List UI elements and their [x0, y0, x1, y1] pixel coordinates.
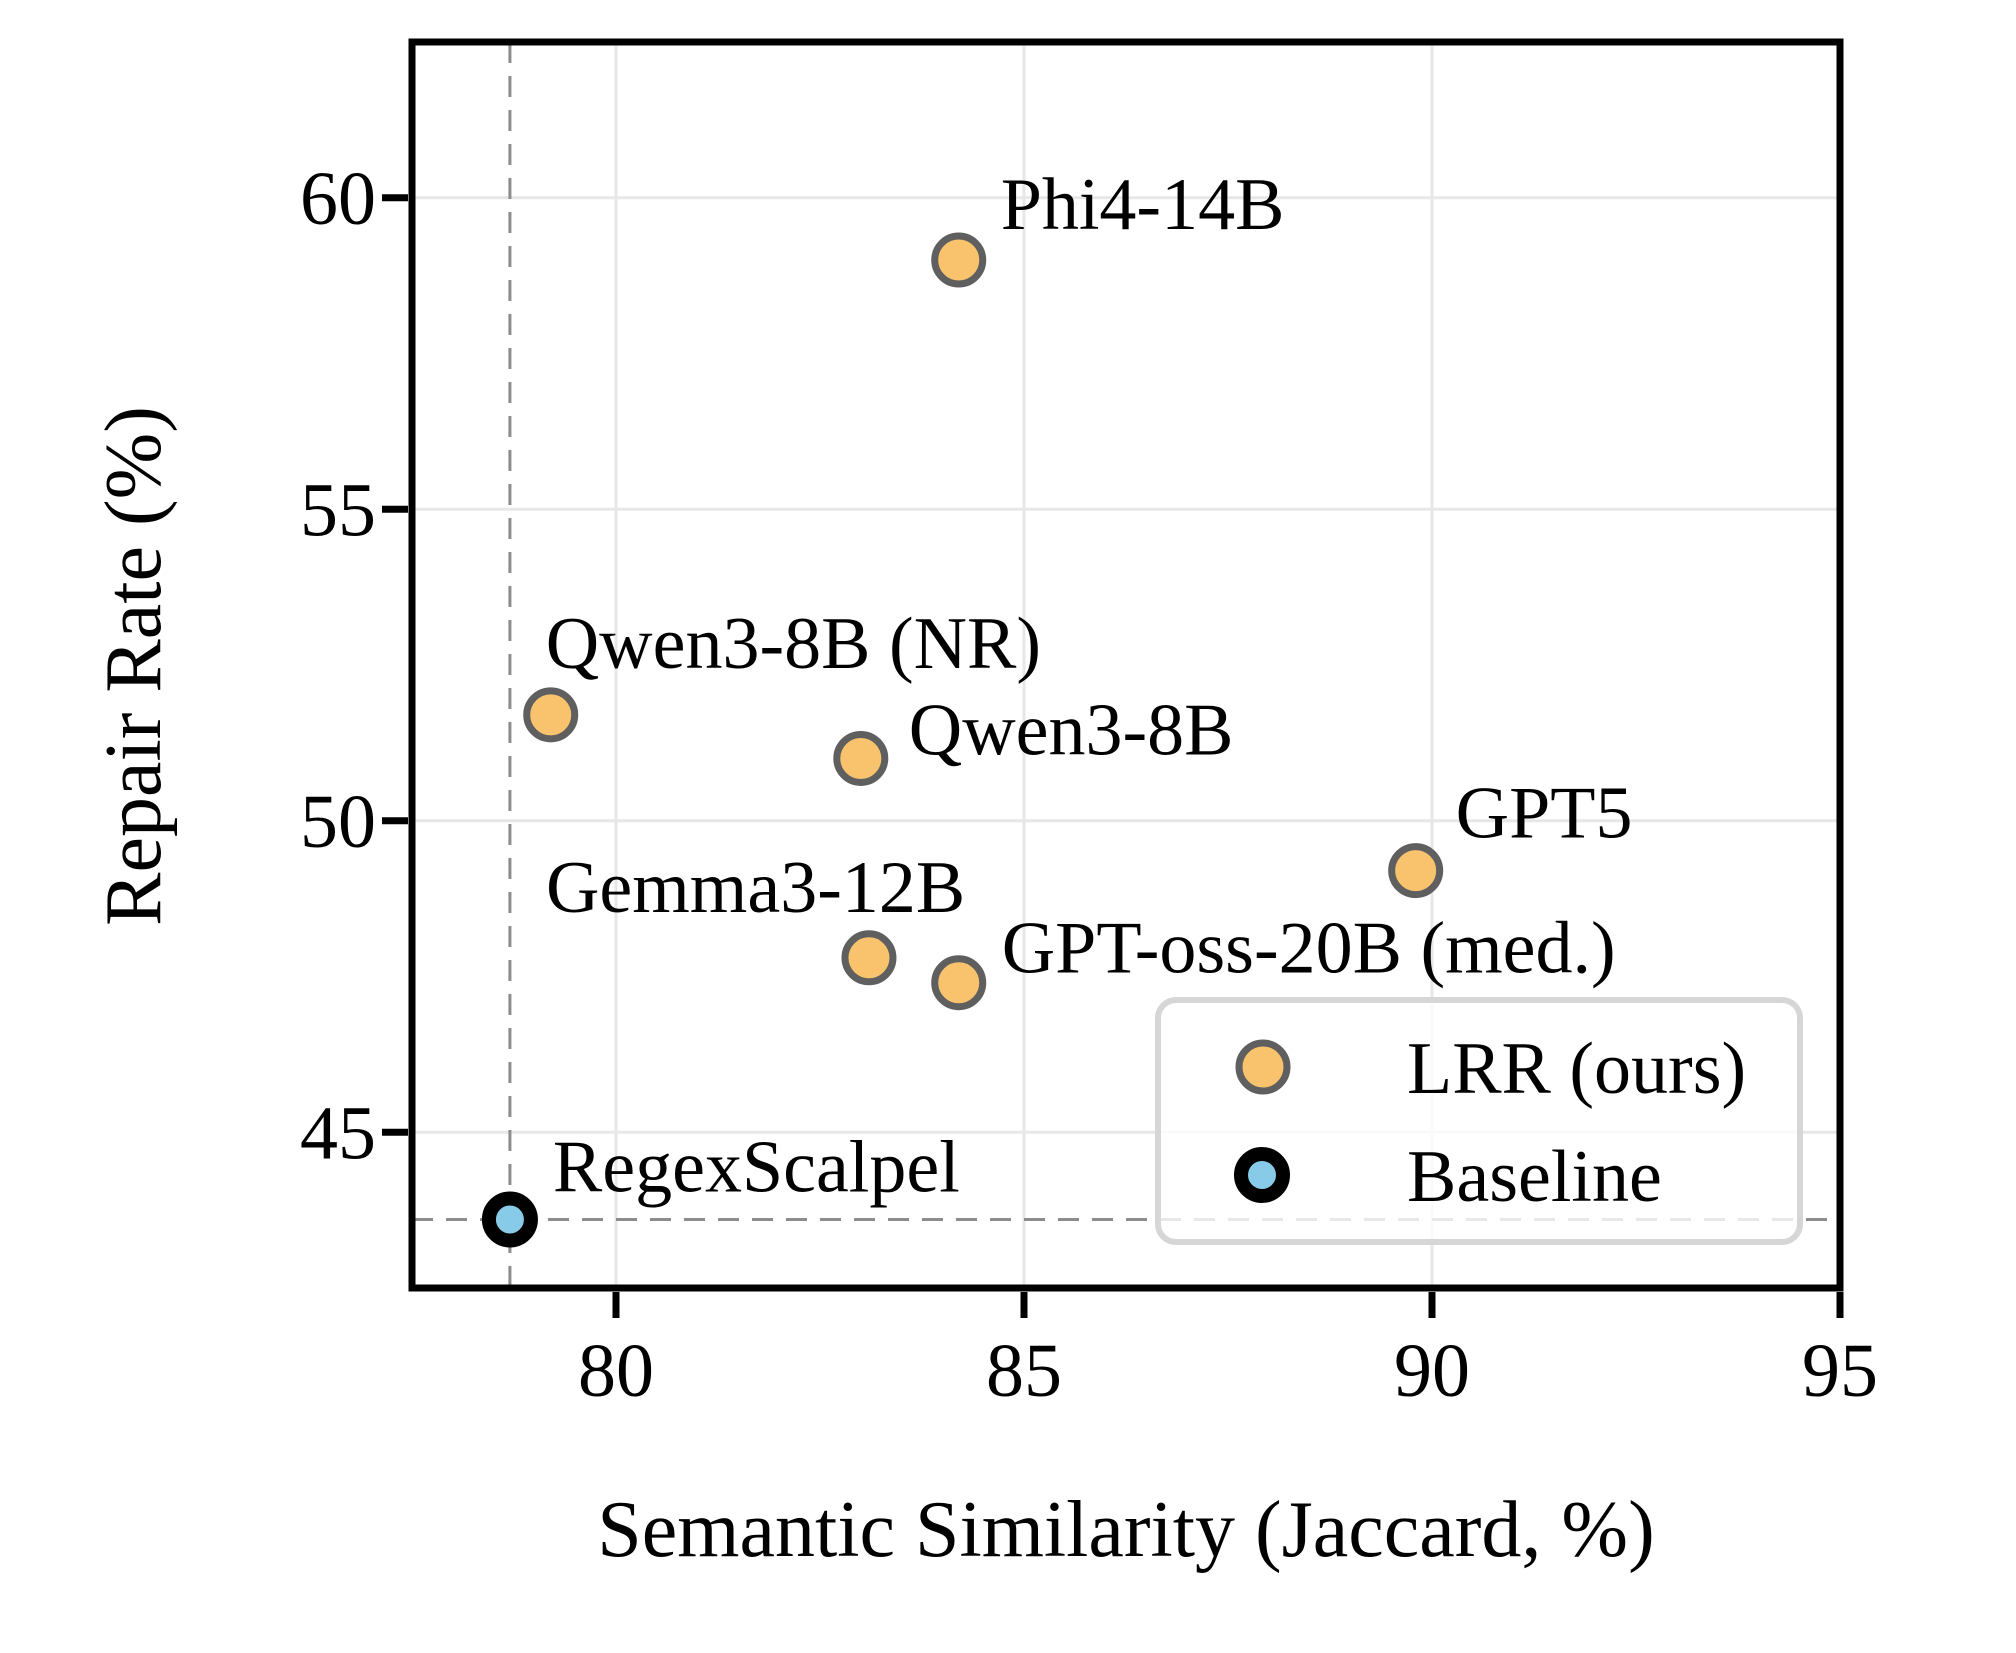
data-point-phi4-14b [931, 232, 987, 288]
data-point-regexscalpel [481, 1191, 538, 1248]
data-point-qwen3-8b-nr [523, 687, 579, 743]
data-point-qwen3-8b [833, 730, 889, 786]
legend-marker-baseline-icon [1234, 1147, 1290, 1203]
point-label-qwen3-8b: Qwen3-8B [909, 689, 1234, 771]
data-point-gpt5 [1388, 843, 1444, 899]
point-label-gpt-oss-20b-med: GPT-oss-20B (med.) [1002, 908, 1616, 990]
x-tick-label-95: 95 [1802, 1329, 1878, 1413]
legend-box [1155, 997, 1803, 1245]
y-tick-label-55: 55 [300, 468, 376, 552]
tick-layer: 80 85 90 95 45 50 55 60 [300, 157, 1878, 1413]
legend-label-baseline: Baseline [1407, 1136, 1662, 1218]
point-label-gemma3-12b: Gemma3-12B [546, 847, 965, 929]
data-point-gemma3-12b [841, 930, 897, 986]
x-axis-label: Semantic Similarity (Jaccard, %) [597, 1486, 1654, 1574]
x-tick-label-90: 90 [1394, 1329, 1470, 1413]
legend-marker-lrr-icon [1235, 1039, 1291, 1095]
x-tick-label-80: 80 [578, 1329, 654, 1413]
y-axis-label: Repair Rate (%) [90, 406, 178, 926]
point-label-regexscalpel: RegexScalpel [553, 1126, 960, 1208]
y-tick-label-60: 60 [300, 157, 376, 241]
grid-layer [412, 42, 1840, 1288]
point-label-qwen3-8b-nr: Qwen3-8B (NR) [546, 603, 1041, 685]
legend: LRR (ours) Baseline [1155, 997, 1803, 1245]
data-points-layer [481, 232, 1444, 1248]
data-point-gpt-oss-20b-med [931, 955, 987, 1011]
x-tick-label-85: 85 [986, 1329, 1062, 1413]
plot-border [408, 38, 1844, 1292]
y-tick-label-45: 45 [300, 1091, 376, 1175]
point-label-phi4-14b: Phi4-14B [1001, 164, 1285, 246]
legend-label-lrr: LRR (ours) [1407, 1028, 1746, 1110]
point-label-gpt5: GPT5 [1456, 773, 1633, 855]
y-tick-label-50: 50 [300, 780, 376, 864]
point-labels-layer: Phi4-14B Qwen3-8B (NR)Qwen3-8B Gemma3-12B G… [546, 164, 1633, 1208]
